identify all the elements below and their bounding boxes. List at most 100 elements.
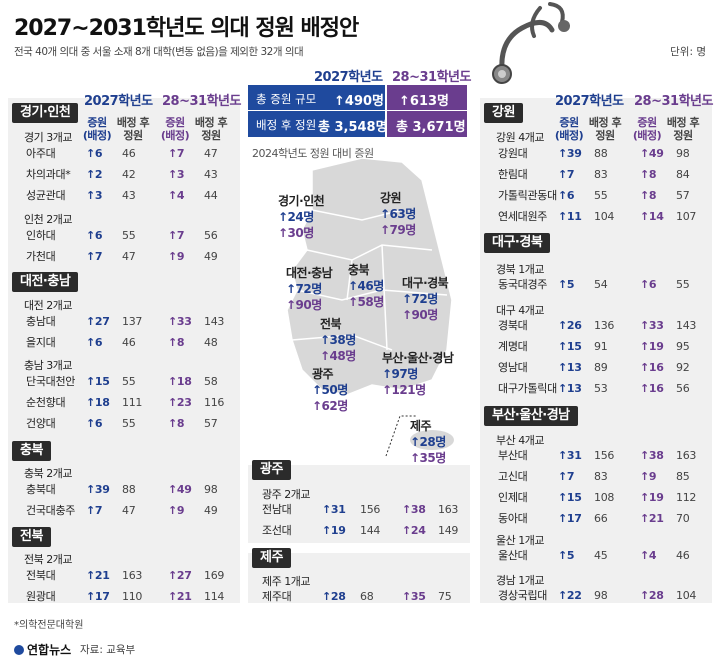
- after-a: 88: [594, 147, 608, 160]
- increase-a: ↑3: [86, 189, 103, 202]
- increase-b: ↑49: [640, 147, 664, 160]
- school-name: 전남대: [262, 503, 292, 516]
- after-b: 70: [676, 512, 690, 525]
- increase-b: ↑7: [168, 147, 185, 160]
- increase-b: ↑7: [168, 229, 185, 242]
- source: 자료: 교육부: [80, 644, 136, 656]
- after-b: 116: [204, 396, 225, 409]
- left-year-a: 2027학년도: [84, 94, 153, 109]
- summary-divider: [248, 110, 467, 111]
- col-increase-head-rb: 증원 (배정): [632, 116, 662, 142]
- increase-b: ↑19: [640, 491, 664, 504]
- increase-b: ↑19: [640, 340, 664, 353]
- after-a: 144: [360, 524, 381, 537]
- school-name: 원광대: [26, 590, 56, 603]
- school-name: 조선대: [262, 524, 292, 537]
- map-label: 대구·경북 ↑72명 ↑90명: [402, 275, 449, 323]
- increase-b: ↑16: [640, 382, 664, 395]
- school-name: 가톨릭관동대: [498, 189, 557, 202]
- increase-b: ↑9: [640, 470, 657, 483]
- group-label: 경북 1개교: [496, 263, 544, 276]
- map-label: 부산·울산·경남 ↑97명 ↑121명: [382, 350, 454, 398]
- school-name: 연세대원주: [498, 210, 548, 223]
- increase-b: ↑49: [168, 483, 192, 496]
- table-row: 충북대 ↑39 88 ↑49 98: [26, 481, 256, 499]
- school-name: 성균관대: [26, 189, 66, 202]
- col-increase-head: 증원 (배정): [82, 116, 112, 142]
- after-b: 55: [676, 278, 690, 291]
- table-row: 강원대 ↑39 88 ↑49 98: [498, 145, 720, 163]
- increase-b: ↑9: [168, 250, 185, 263]
- increase-b: ↑33: [640, 319, 664, 332]
- after-b: 48: [204, 336, 218, 349]
- table-row: 울산대 ↑5 45 ↑4 46: [498, 547, 720, 565]
- after-a: 91: [594, 340, 608, 353]
- map-increase-b: ↑62명: [312, 399, 348, 413]
- increase-a: ↑18: [86, 396, 110, 409]
- map-increase-b: ↑30명: [278, 226, 314, 240]
- after-b: 112: [676, 491, 697, 504]
- map-region-name: 부산·울산·경남: [382, 351, 454, 365]
- summary-increase-a: ↑490명: [334, 94, 384, 109]
- map-increase-b: ↑35명: [410, 451, 446, 465]
- map-label: 강원 ↑63명 ↑79명: [380, 190, 416, 238]
- after-a: 88: [122, 483, 136, 496]
- table-row: 대구가톨릭대 ↑13 53 ↑16 56: [498, 380, 720, 398]
- after-a: 47: [122, 504, 136, 517]
- table-row: 경상국립대 ↑22 98 ↑28 104: [498, 587, 720, 605]
- after-b: 107: [676, 210, 697, 223]
- table-row: 성균관대 ↑3 43 ↑4 44: [26, 187, 256, 205]
- increase-a: ↑5: [558, 549, 575, 562]
- map-increase-a: ↑72명: [286, 282, 322, 296]
- group-label: 경남 1개교: [496, 574, 544, 587]
- school-name: 영남대: [498, 361, 528, 374]
- table-row: 원광대 ↑17 110 ↑21 114: [26, 588, 256, 606]
- table-row: 전북대 ↑21 163 ↑27 169: [26, 567, 256, 585]
- region-tab-daejeon: 대전·충남: [12, 272, 79, 292]
- group-label: 인천 2개교: [24, 213, 72, 226]
- table-row: 계명대 ↑15 91 ↑19 95: [498, 338, 720, 356]
- map-increase-b: ↑90명: [286, 298, 322, 312]
- summary-after-b: 총 3,671명: [396, 120, 466, 135]
- increase-b: ↑21: [168, 590, 192, 603]
- after-b: 143: [204, 315, 225, 328]
- table-row: 가천대 ↑7 47 ↑9 49: [26, 248, 256, 266]
- table-row: 경북대 ↑26 136 ↑33 143: [498, 317, 720, 335]
- summary-after-label: 배정 후 정원: [256, 118, 317, 132]
- col-after-head-rb: 배정 후 정원: [666, 116, 700, 142]
- after-b: 85: [676, 470, 690, 483]
- school-name: 가천대: [26, 250, 56, 263]
- increase-b: ↑27: [168, 569, 192, 582]
- after-a: 45: [594, 549, 608, 562]
- region-tab-gwangju: 광주: [252, 460, 291, 480]
- map-increase-a: ↑38명: [320, 333, 356, 347]
- after-b: 49: [204, 250, 218, 263]
- increase-b: ↑8: [640, 189, 657, 202]
- map-increase-a: ↑46명: [348, 279, 384, 293]
- school-name: 단국대천안: [26, 375, 76, 388]
- right-year-b: 28~31학년도: [634, 94, 713, 109]
- after-b: 75: [438, 590, 452, 603]
- group-label: 제주 1개교: [262, 575, 310, 588]
- table-row: 인하대 ↑6 55 ↑7 56: [26, 227, 256, 245]
- table-row: 조선대 ↑19 144 ↑24 149: [262, 522, 492, 540]
- after-a: 108: [594, 491, 615, 504]
- increase-a: ↑13: [558, 361, 582, 374]
- increase-a: ↑6: [86, 417, 103, 430]
- table-row: 건양대 ↑6 55 ↑8 57: [26, 415, 256, 433]
- school-name: 고신대: [498, 470, 528, 483]
- summary-increase-b: ↑613명: [399, 94, 449, 109]
- increase-a: ↑22: [558, 589, 582, 602]
- page-title: 2027~2031학년도 의대 정원 배정안: [14, 16, 359, 41]
- map-region-name: 강원: [380, 191, 402, 205]
- increase-b: ↑8: [168, 336, 185, 349]
- after-b: 95: [676, 340, 690, 353]
- after-a: 110: [122, 590, 143, 603]
- after-a: 55: [594, 189, 608, 202]
- increase-a: ↑15: [86, 375, 110, 388]
- table-row: 을지대 ↑6 46 ↑8 48: [26, 334, 256, 352]
- after-a: 89: [594, 361, 608, 374]
- school-name: 경북대: [498, 319, 528, 332]
- map-label: 경기·인천 ↑24명 ↑30명: [278, 193, 325, 241]
- school-name: 을지대: [26, 336, 56, 349]
